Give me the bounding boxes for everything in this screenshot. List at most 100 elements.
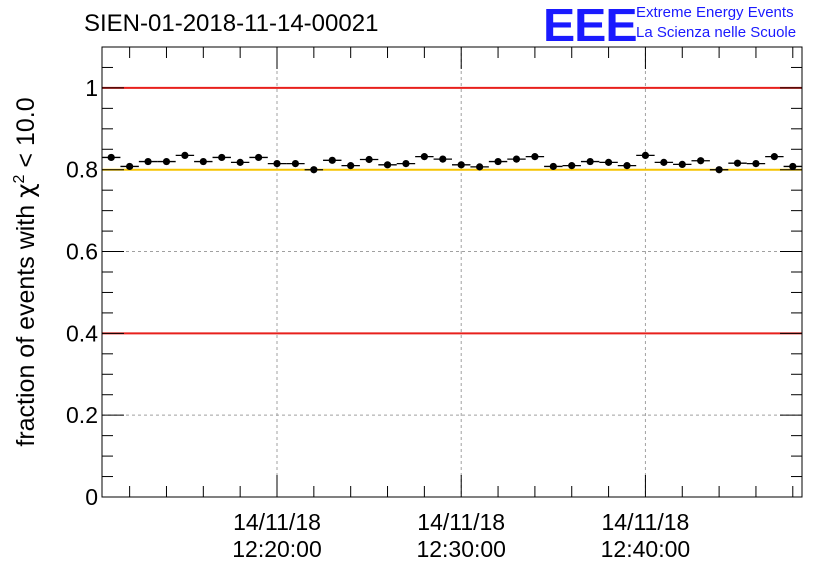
data-point xyxy=(230,158,250,166)
y-tick-label: 0.2 xyxy=(66,402,98,428)
data-point xyxy=(175,151,195,160)
point-marker xyxy=(199,157,207,166)
point-marker xyxy=(641,151,650,160)
point-marker xyxy=(770,153,778,161)
data-point xyxy=(507,155,526,163)
point-marker xyxy=(733,159,742,167)
data-point xyxy=(359,155,379,164)
point-marker xyxy=(310,166,318,174)
data-point xyxy=(157,157,176,166)
point-marker xyxy=(752,159,760,168)
data-point xyxy=(728,159,747,167)
data-point xyxy=(562,162,581,170)
chart-title: SIEN-01-2018-11-14-00021 xyxy=(84,10,379,37)
data-point xyxy=(746,159,766,168)
logo-line-2: La Scienza nelle Scuole xyxy=(636,24,797,41)
point-marker xyxy=(347,162,355,170)
x-tick-label-time: 12:30:00 xyxy=(416,536,506,562)
point-marker xyxy=(586,157,594,166)
data-point xyxy=(599,158,618,166)
y-tick-label: 0.6 xyxy=(66,239,98,265)
y-axis-label-suffix: < 10.0 xyxy=(12,97,40,174)
data-point xyxy=(636,151,655,160)
data-point xyxy=(488,157,508,166)
data-point xyxy=(654,158,674,166)
point-marker xyxy=(383,161,392,169)
data-point xyxy=(341,162,360,170)
data-point xyxy=(709,166,729,174)
y-tick-label: 0.4 xyxy=(66,320,98,346)
point-marker xyxy=(715,166,723,174)
point-marker xyxy=(604,158,613,166)
data-point xyxy=(580,157,600,166)
x-tick-label-date: 14/11/18 xyxy=(602,509,690,535)
data-points xyxy=(102,151,802,174)
data-point xyxy=(470,163,489,171)
point-marker xyxy=(291,159,300,168)
point-marker xyxy=(328,156,336,164)
y-axis-label-prefix: fraction of events with xyxy=(12,198,40,447)
y-axis-label: fraction of events with χ2 < 10.0 xyxy=(11,97,40,446)
point-marker xyxy=(457,161,465,169)
grid xyxy=(102,47,802,497)
data-point xyxy=(102,153,121,162)
point-marker xyxy=(402,159,410,168)
data-point xyxy=(433,155,452,163)
x-tick-label-date: 14/11/18 xyxy=(233,509,321,535)
point-marker xyxy=(549,162,557,171)
x-tick-label-time: 12:20:00 xyxy=(232,536,322,562)
point-marker xyxy=(218,153,226,162)
axis-ticks xyxy=(102,46,802,498)
point-marker xyxy=(273,159,281,168)
point-marker xyxy=(439,155,447,163)
logo-line-1: Extreme Energy Events xyxy=(636,4,794,21)
data-point xyxy=(691,157,710,165)
y-tick-label: 1 xyxy=(85,75,98,101)
y-tick-label: 0 xyxy=(85,484,98,510)
y-axis-label-symbol: χ xyxy=(11,183,40,197)
point-marker xyxy=(697,157,705,165)
point-marker xyxy=(623,162,631,170)
point-marker xyxy=(660,158,668,166)
point-marker xyxy=(678,160,686,169)
data-point xyxy=(617,162,637,170)
point-marker xyxy=(568,162,576,170)
point-marker xyxy=(420,153,428,161)
data-point xyxy=(415,153,434,161)
data-point xyxy=(783,162,802,171)
point-marker xyxy=(236,158,244,166)
y-tick-label: 0.8 xyxy=(66,157,98,183)
data-point xyxy=(267,159,287,168)
point-marker xyxy=(254,153,263,162)
x-tick-label-time: 12:40:00 xyxy=(601,536,691,562)
data-point xyxy=(249,153,268,162)
data-point xyxy=(544,162,563,171)
point-marker xyxy=(162,157,171,166)
data-point xyxy=(304,166,324,174)
reference-lines xyxy=(102,86,802,335)
x-tick-label-date: 14/11/18 xyxy=(417,509,505,535)
data-point xyxy=(525,153,545,161)
point-marker xyxy=(494,157,502,166)
data-point xyxy=(120,162,139,171)
point-marker xyxy=(365,155,373,164)
data-point xyxy=(323,156,342,164)
data-point xyxy=(286,159,305,168)
data-point xyxy=(673,160,692,169)
data-point xyxy=(194,157,213,166)
point-marker xyxy=(126,162,134,171)
data-point xyxy=(138,157,158,166)
y-axis-label-sup: 2 xyxy=(11,174,28,183)
eee-logo: EEE xyxy=(543,0,638,51)
point-marker xyxy=(107,153,115,162)
data-point xyxy=(378,161,397,169)
point-marker xyxy=(181,151,189,160)
axis-labels: 00.20.40.60.8114/11/1812:20:0014/11/1812… xyxy=(66,75,690,562)
point-marker xyxy=(789,162,797,171)
data-point xyxy=(765,153,784,161)
point-marker xyxy=(144,157,152,166)
data-point xyxy=(212,153,231,162)
data-point xyxy=(452,161,471,169)
point-marker xyxy=(476,163,484,171)
